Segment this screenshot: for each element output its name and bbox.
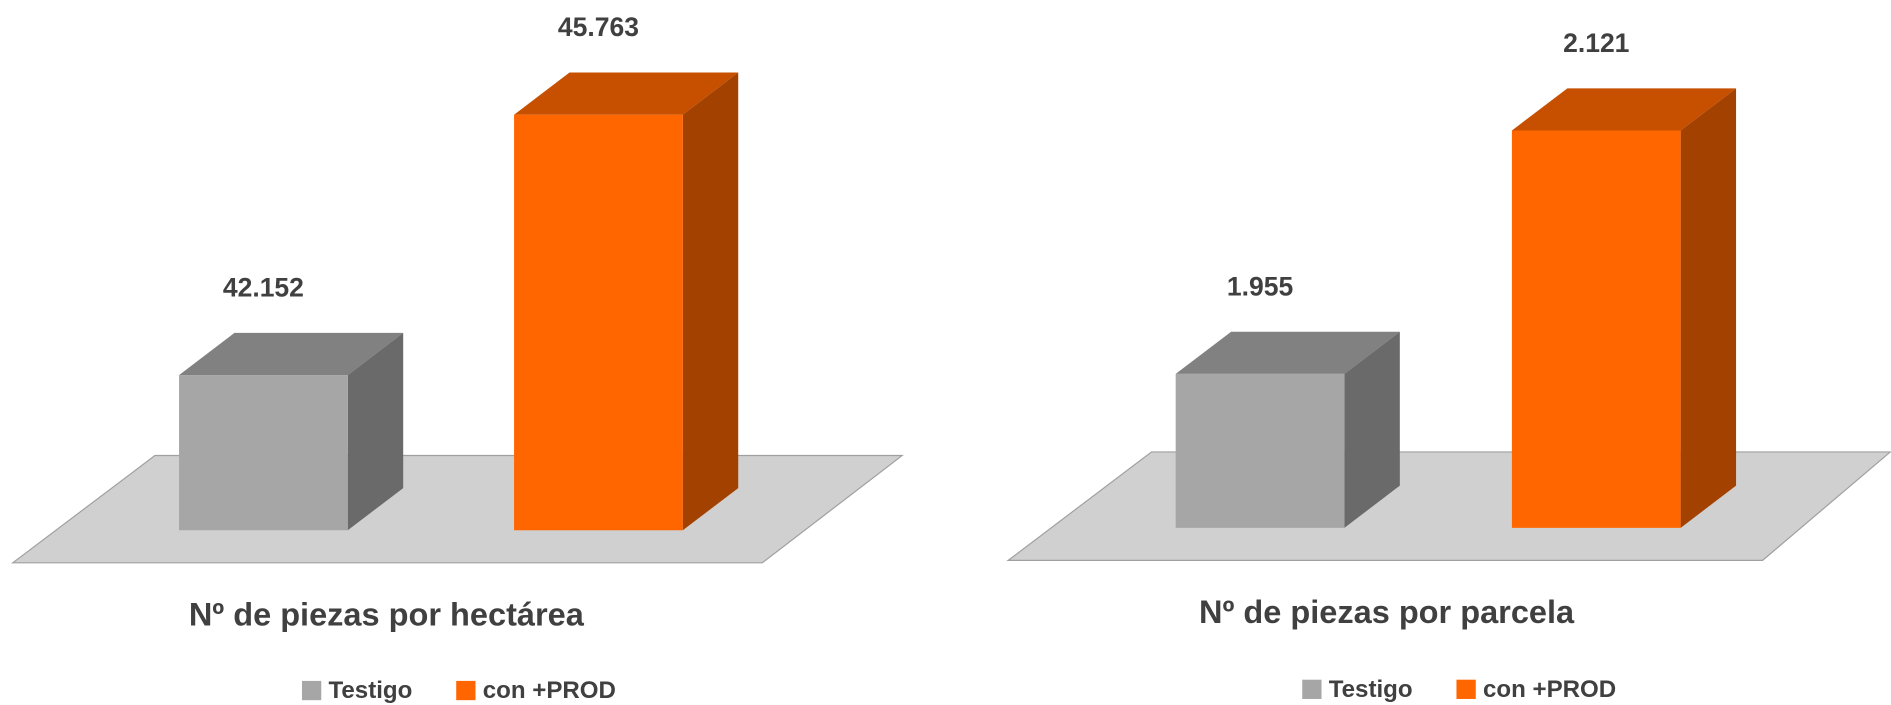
- bar-front: [1175, 373, 1345, 528]
- bar-side: [347, 332, 404, 531]
- legend-label: con +PROD: [483, 677, 616, 704]
- legend-swatch: [301, 680, 322, 701]
- chart: 42.152 Testigo 45.763 con +PROD Nº de piezas…: [10, 12, 904, 704]
- bar-side: [1344, 331, 1400, 528]
- bar-top: [1511, 88, 1737, 131]
- value-label: 2.121: [1563, 28, 1629, 58]
- bar-top: [514, 72, 739, 115]
- value-label: 1.955: [1227, 271, 1293, 301]
- floor: [1006, 451, 1891, 561]
- bar-top: [1175, 331, 1400, 374]
- floor: [10, 454, 904, 564]
- legend-swatch: [456, 680, 476, 701]
- chart-title: Nº de piezas por parcela: [1199, 594, 1575, 630]
- chart: 1.955 Testigo 2.121 con +PROD Nº de piezas p…: [1006, 28, 1891, 703]
- legend-label: Testigo: [1329, 676, 1413, 703]
- bar-front: [514, 114, 683, 531]
- bar-top: [179, 332, 404, 376]
- legend-swatch: [1456, 679, 1476, 699]
- legend-label: Testigo: [328, 677, 412, 704]
- value-label: 45.763: [558, 12, 639, 42]
- bar: [514, 72, 739, 531]
- chart-title: Nº de piezas por hectárea: [189, 597, 585, 633]
- bar-side: [1680, 88, 1737, 528]
- legend-label: con +PROD: [1483, 676, 1616, 703]
- bar-side: [682, 72, 739, 531]
- legend-swatch: [1302, 679, 1322, 699]
- bar: [179, 332, 404, 531]
- bar-front: [179, 375, 348, 531]
- bar-front: [1511, 130, 1681, 528]
- bar: [1175, 331, 1400, 528]
- value-label: 42.152: [223, 273, 304, 303]
- bar: [1511, 88, 1737, 528]
